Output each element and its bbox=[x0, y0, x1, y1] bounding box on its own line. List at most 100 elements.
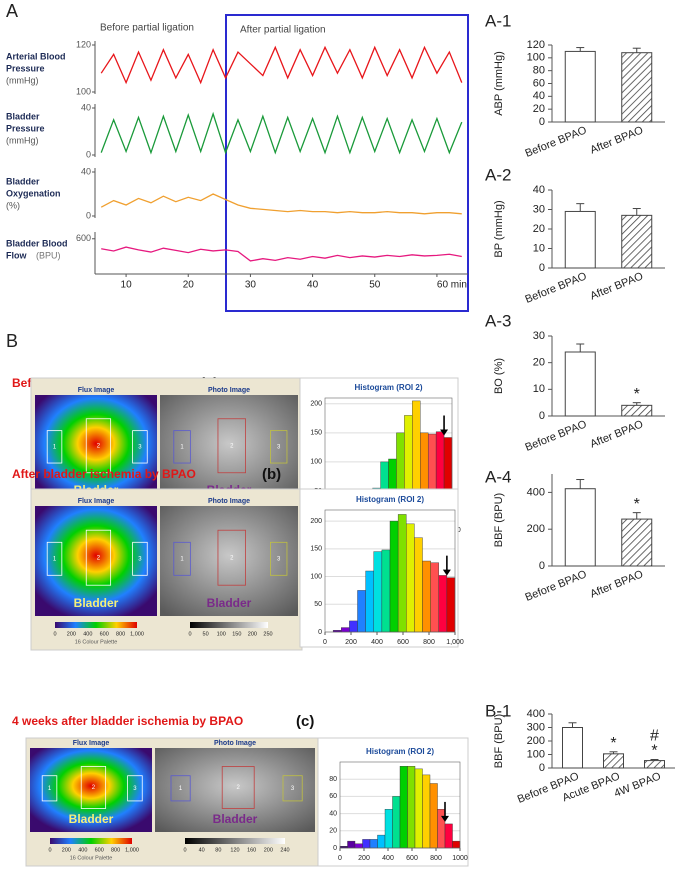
bar bbox=[562, 727, 583, 769]
y-tick-label: 10 bbox=[533, 383, 545, 395]
bar bbox=[644, 760, 665, 769]
x-tick-label: 800 bbox=[430, 855, 442, 862]
histogram-bar bbox=[437, 809, 446, 849]
x-tick-label: 30 bbox=[245, 280, 257, 291]
y-tick-label: 20 bbox=[533, 223, 545, 235]
scale-label: 400 bbox=[78, 847, 87, 853]
y-tick-label: 0 bbox=[539, 560, 545, 572]
x-tick-label: 10 bbox=[121, 280, 133, 291]
roi-box bbox=[132, 430, 148, 464]
y-tick-label: 300 bbox=[527, 721, 545, 733]
x-tick-label: 50 bbox=[369, 280, 381, 291]
y-tick-label: 30 bbox=[533, 330, 545, 342]
histogram-bar bbox=[429, 783, 438, 849]
trace-annotation: Before partial ligation bbox=[100, 23, 194, 34]
scale-label: 160 bbox=[247, 847, 256, 853]
trace-line bbox=[101, 246, 462, 262]
scale-label: 0 bbox=[53, 631, 56, 637]
bar bbox=[621, 404, 653, 417]
x-tick-label: 200 bbox=[358, 855, 370, 862]
roi-box bbox=[173, 541, 191, 576]
y-axis-label: BP (mmHg) bbox=[493, 200, 505, 257]
arrow-head bbox=[440, 429, 449, 436]
y-tick-label: 60 bbox=[533, 77, 545, 89]
roi-box bbox=[46, 430, 63, 464]
roi-label: 1 bbox=[48, 786, 52, 792]
chart-title: A-2 bbox=[485, 165, 511, 184]
trace-label: Bladder bbox=[6, 111, 40, 121]
organ-label: Bladder bbox=[213, 812, 258, 826]
bar bbox=[621, 518, 653, 567]
photo-title: Photo Image bbox=[208, 387, 250, 394]
organ-label: Bladder bbox=[69, 812, 114, 826]
scale-label: 600 bbox=[100, 631, 109, 637]
y-tick-label: 0 bbox=[318, 629, 322, 636]
y-axis-label: BO (%) bbox=[493, 358, 505, 394]
histogram-bar bbox=[384, 809, 393, 849]
panel-caption: After bladder ischemia by BPAO bbox=[12, 467, 196, 481]
y-tick-label: 150 bbox=[310, 430, 322, 437]
roi-box bbox=[85, 529, 112, 586]
roi-label: 2 bbox=[97, 555, 101, 561]
y-tick-label: 100 bbox=[310, 459, 322, 466]
scale-label: 50 bbox=[203, 631, 209, 637]
scale-label: 40 bbox=[199, 847, 205, 853]
y-axis-label: BBF (BPU) bbox=[493, 493, 505, 547]
x-tick-label: 200 bbox=[345, 639, 357, 646]
scale-label: 150 bbox=[232, 631, 241, 637]
histogram-bar bbox=[446, 577, 456, 633]
scale-label: 0 bbox=[188, 631, 191, 637]
scale-label: 120 bbox=[230, 847, 239, 853]
x-tick-label: 400 bbox=[382, 855, 394, 862]
histogram-bar bbox=[422, 560, 431, 633]
palette-label: 16 Colour Palette bbox=[70, 855, 113, 861]
y-tick-label: 100 bbox=[527, 52, 545, 64]
panel-caption: 4 weeks after bladder ischemia by BPAO bbox=[12, 714, 243, 728]
chart-title: A-3 bbox=[485, 311, 511, 330]
histogram-bar bbox=[377, 834, 386, 849]
histogram-bar bbox=[452, 840, 461, 849]
roi-label: 3 bbox=[277, 444, 281, 450]
scale-label: 250 bbox=[263, 631, 272, 637]
y-tick-label: 200 bbox=[310, 401, 322, 408]
y-tick-label: 60 bbox=[329, 793, 337, 800]
roi-label: 1 bbox=[180, 444, 184, 450]
scale-label: 800 bbox=[116, 631, 125, 637]
color-scale bbox=[55, 622, 137, 628]
y-tick-label: 200 bbox=[527, 735, 545, 747]
bar bbox=[564, 488, 596, 567]
roi-box bbox=[132, 541, 148, 576]
significance-mark: # bbox=[650, 728, 659, 745]
trace-label: Arterial Blood bbox=[6, 51, 66, 61]
organ-label: Bladder bbox=[207, 596, 252, 610]
roi-label: 2 bbox=[92, 785, 96, 791]
roi-label: 2 bbox=[237, 785, 241, 791]
histogram-bar bbox=[414, 537, 423, 633]
histogram-bar bbox=[422, 774, 431, 849]
roi-label: 3 bbox=[138, 444, 142, 450]
y-tick-label: 40 bbox=[329, 810, 337, 817]
y-tick-label: 200 bbox=[527, 523, 545, 535]
trace-label: Flow bbox=[6, 250, 27, 260]
trace-unit: (BPU) bbox=[36, 250, 61, 260]
roi-label: 1 bbox=[53, 556, 57, 562]
x-tick-label: 600 bbox=[406, 855, 418, 862]
photo-image bbox=[160, 395, 298, 503]
gray-scale bbox=[185, 838, 285, 844]
histogram-bar bbox=[354, 843, 363, 849]
roi-box bbox=[170, 775, 191, 802]
y-axis-label: BBF (BPU) bbox=[493, 714, 505, 768]
trace-line bbox=[100, 193, 462, 215]
histogram-bar bbox=[392, 796, 401, 849]
x-tick-label: 600 bbox=[397, 639, 409, 646]
scale-label: 0 bbox=[183, 847, 186, 853]
roi-label: 3 bbox=[133, 786, 137, 792]
roi-label: 3 bbox=[277, 556, 281, 562]
histogram-bar bbox=[362, 839, 371, 849]
x-tick-label: 60 min bbox=[437, 280, 467, 291]
histogram-bar bbox=[444, 823, 453, 849]
roi-box bbox=[173, 430, 191, 464]
x-tick-label: 800 bbox=[423, 639, 435, 646]
panel-label: B bbox=[6, 331, 18, 351]
